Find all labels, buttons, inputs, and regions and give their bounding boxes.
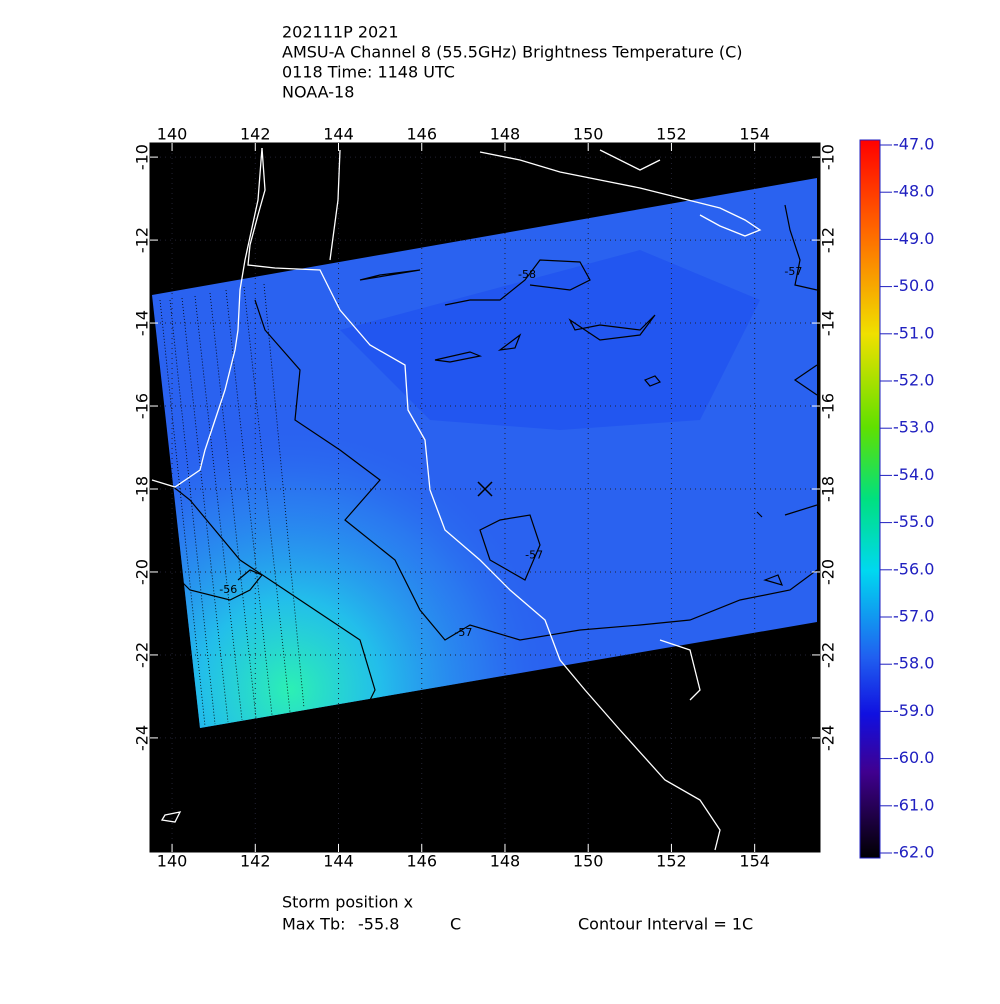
colorbar-tick-label: -57.0 (893, 607, 934, 626)
x-tick-label-bottom: 144 (323, 852, 354, 871)
x-tick-label-bottom: 152 (656, 852, 687, 871)
contours (151, 204, 818, 701)
contour-line (151, 469, 376, 701)
contour-line (159, 559, 263, 601)
x-tick-label-top: 142 (240, 125, 271, 144)
contour-line (644, 375, 661, 387)
x-tick-label-bottom: 150 (573, 852, 604, 871)
y-tick-label-left: -12 (133, 227, 152, 253)
contour-line (793, 364, 818, 396)
contour-line (479, 514, 541, 581)
y-tick-label-left: -10 (133, 144, 152, 170)
y-tick-label-right: -18 (819, 476, 838, 502)
coastline (599, 149, 661, 171)
colorbar-tick-label: -49.0 (893, 229, 934, 248)
coastline (479, 151, 762, 237)
coastlines (151, 147, 762, 851)
contour-label: -58 (518, 268, 536, 281)
max-tb-value: -55.8 (358, 915, 399, 934)
coastline (247, 147, 721, 851)
colorbar-tick-label: -55.0 (893, 512, 934, 531)
contour-line (568, 314, 656, 341)
y-tick-label-left: -18 (133, 476, 152, 502)
y-tick-label-left: -24 (133, 725, 152, 751)
storm-position-marker (477, 481, 493, 497)
max-tb-unit: C (450, 915, 461, 934)
x-tick-label-bottom: 146 (406, 852, 437, 871)
scan-edge-hatching (159, 283, 305, 727)
x-tick-label-top: 148 (490, 125, 521, 144)
colorbar-tick-label: -51.0 (893, 323, 934, 342)
contour-line (254, 299, 818, 641)
x-tick-label-top: 144 (323, 125, 354, 144)
contour-label: -57 (525, 548, 543, 561)
colorbar-tick-label: -52.0 (893, 371, 934, 390)
contour-line (444, 259, 591, 306)
max-tb-label: Max Tb: (282, 915, 345, 934)
x-tick-label-top: 140 (157, 125, 188, 144)
y-tick-label-right: -16 (819, 393, 838, 419)
y-tick-label-right: -12 (819, 227, 838, 253)
coastline (151, 147, 263, 488)
colorbar-tick-label: -47.0 (893, 135, 934, 154)
x-tick-label-top: 146 (406, 125, 437, 144)
contour-label: -56 (219, 583, 237, 596)
coastline (160, 811, 182, 823)
title-line: NOAA-18 (282, 83, 354, 102)
x-tick-label-top: 152 (656, 125, 687, 144)
contour-line (359, 269, 421, 281)
coastline (329, 149, 341, 261)
x-tick-label-bottom: 142 (240, 852, 271, 871)
colorbar-tick-label: -61.0 (893, 795, 934, 814)
plot-frame (149, 142, 821, 853)
grid-layer (150, 143, 820, 852)
y-tick-label-right: -10 (819, 144, 838, 170)
x-tick-label-top: 154 (739, 125, 770, 144)
colorbar-tick-label: -60.0 (893, 748, 934, 767)
y-tick-label-right: -20 (819, 559, 838, 585)
x-tick-label-bottom: 140 (157, 852, 188, 871)
contour-interval: Contour Interval = 1C (578, 915, 753, 934)
colorbar-tick-label: -48.0 (893, 182, 934, 201)
x-tick-label-bottom: 154 (739, 852, 770, 871)
y-tick-label-right: -24 (819, 725, 838, 751)
colorbar-tick-label: -54.0 (893, 465, 934, 484)
colorbar-tick-label: -56.0 (893, 559, 934, 578)
contour-line (434, 351, 483, 363)
title-line: AMSU-A Channel 8 (55.5GHz) Brightness Te… (282, 43, 743, 62)
coastline (659, 639, 701, 701)
contour-line (763, 574, 784, 586)
colorbar-tick-label: -59.0 (893, 701, 934, 720)
title-line: 202111P 2021 (282, 23, 399, 42)
contour-line (784, 204, 818, 291)
swath-warm-region (152, 178, 817, 728)
contour-line (756, 504, 818, 518)
y-tick-label-left: -14 (133, 310, 152, 336)
y-tick-label-right: -14 (819, 310, 838, 336)
y-tick-label-left: -22 (133, 642, 152, 668)
contour-label: -57 (454, 626, 472, 639)
contour-label: -57 (784, 265, 802, 278)
storm-position-label: Storm position x (282, 893, 413, 912)
title-line: 0118 Time: 1148 UTC (282, 63, 455, 82)
colorbar-tick-label: -58.0 (893, 654, 934, 673)
contour-line (497, 333, 522, 351)
colorbar-tick-label: -53.0 (893, 418, 934, 437)
x-tick-label-bottom: 148 (490, 852, 521, 871)
colorbar-tick-label: -50.0 (893, 276, 934, 295)
y-tick-label-left: -20 (133, 559, 152, 585)
x-tick-label-top: 150 (573, 125, 604, 144)
colorbar-tick-label: -62.0 (893, 843, 934, 862)
y-tick-label-right: -22 (819, 642, 838, 668)
map-layer (150, 143, 820, 852)
y-tick-label-left: -16 (133, 393, 152, 419)
colorbar (859, 139, 881, 859)
